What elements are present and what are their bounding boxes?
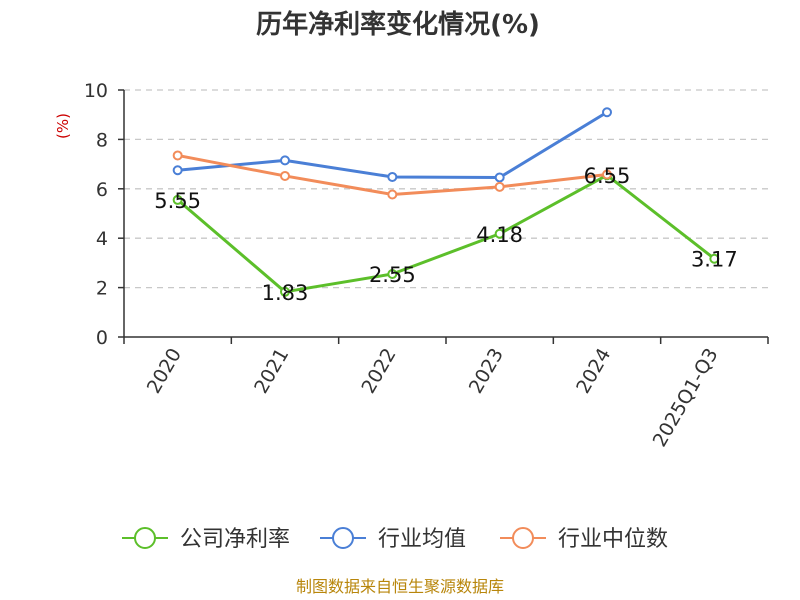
series-line [176, 173, 716, 294]
data-point [494, 228, 505, 239]
data-point [602, 169, 612, 180]
data-point [387, 269, 398, 280]
data-label: 1.83 [262, 281, 309, 305]
data-point [280, 155, 290, 166]
grid-layer [124, 89, 768, 289]
chart-title: 历年净利率变化情况(%) [256, 9, 540, 40]
source-note: 制图数据来自恒生聚源数据库 [296, 577, 504, 596]
y-tick-label: 4 [96, 228, 108, 250]
x-tick-label: 2025Q1-Q3 [649, 345, 723, 451]
data-label: 2.55 [369, 263, 416, 287]
data-label: 4.18 [476, 223, 523, 247]
data-label-layer: 5.55 1.83 2.55 4.18 6.55 3.17 [154, 164, 737, 305]
y-tick-label: 10 [84, 80, 108, 102]
x-tick-label: 2022 [357, 345, 400, 398]
legend-label: 公司净利率 [180, 527, 290, 552]
legend-marker [134, 527, 156, 549]
data-point [172, 165, 183, 176]
data-point [280, 170, 290, 181]
data-point [387, 189, 398, 200]
y-axis-label: (%) [54, 113, 72, 139]
data-label: 5.55 [154, 189, 201, 213]
data-label: 3.17 [691, 248, 738, 272]
data-point [280, 286, 290, 297]
data-point [387, 171, 398, 182]
y-tick-label: 2 [96, 278, 108, 300]
y-tick-label: 6 [96, 179, 108, 201]
data-point [602, 107, 612, 118]
legend-marker [332, 527, 354, 549]
x-tick-label: 2021 [250, 345, 293, 398]
y-tick-label: 0 [96, 327, 108, 349]
data-point [172, 150, 183, 161]
axis-layer: 0 2 4 6 8 10 2020 2021 2022 2023 2024 2025Q1-Q3 [84, 80, 769, 451]
x-tick-label: 2024 [572, 345, 615, 398]
legend-label: 行业均值 [378, 527, 466, 552]
data-point [709, 253, 720, 264]
data-point [172, 194, 183, 205]
legend: 公司净利率 行业均值 行业中位数 [122, 527, 668, 552]
x-tick-label: 2023 [465, 345, 508, 398]
legend-label: 行业中位数 [558, 527, 668, 552]
x-tick-label: 2020 [143, 345, 186, 398]
y-tick-label: 8 [96, 129, 108, 151]
data-point [494, 181, 505, 192]
legend-marker [512, 527, 534, 549]
data-label: 6.55 [584, 164, 631, 188]
series-layer [172, 107, 720, 297]
data-point [494, 172, 505, 183]
